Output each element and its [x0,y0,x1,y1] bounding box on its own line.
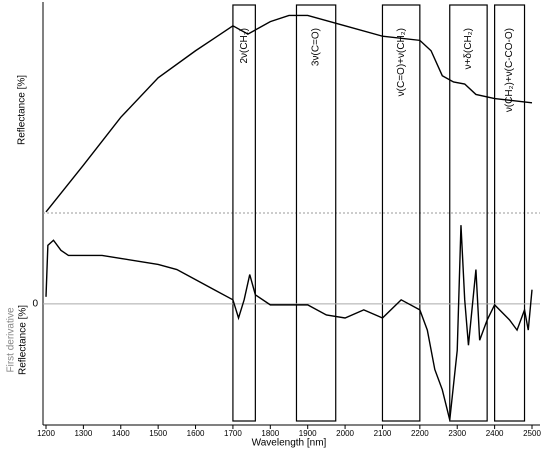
band-box [295,4,337,422]
y-axis-label: Reflectance [%] [18,305,29,375]
x-tick-label: 2500 [523,429,541,438]
band-label: ν(CH₂)+ν(C-CO-O) [504,28,515,112]
x-tick-label: 2200 [411,429,429,438]
band-label: 2ν(CH₂) [239,28,250,64]
y-axis-note: First derivative [6,307,17,372]
band-label: 3ν(C=O) [311,28,322,66]
x-tick-label: 1500 [149,429,167,438]
x-tick-label: 1600 [187,429,205,438]
x-tick-label: 1200 [37,429,55,438]
x-tick-label: 1800 [261,429,279,438]
band-box [381,4,421,422]
x-tick-label: 1300 [74,429,92,438]
y-tick-label: 0 [32,298,38,309]
band-box [232,4,256,422]
band-label: ν+δ(CH₂) [463,28,474,69]
band-box [494,4,526,422]
x-tick-label: 2100 [374,429,392,438]
x-tick-label: 1400 [112,429,130,438]
x-tick-label: 1700 [224,429,242,438]
x-tick-label: 2300 [448,429,466,438]
y-axis-label: Reflectance [%] [17,75,28,145]
band-label: ν(C=O)+ν(CH₂) [396,28,407,96]
x-tick-label: 2400 [486,429,504,438]
data-line [45,14,533,213]
x-tick-label: 1900 [299,429,317,438]
x-axis-label: Wavelength [nm] [252,438,327,449]
x-tick-label: 2000 [336,429,354,438]
data-line [45,225,533,421]
band-box [449,4,488,422]
